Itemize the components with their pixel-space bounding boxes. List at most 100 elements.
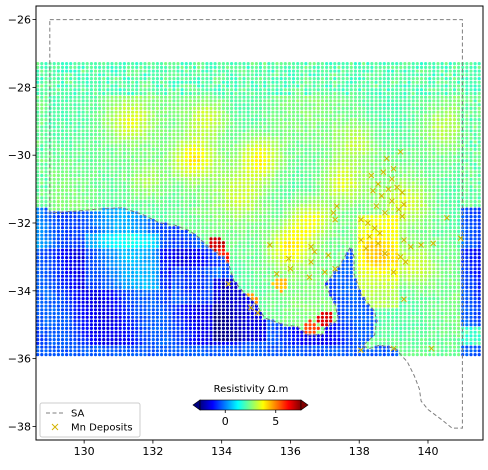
- resistivity-point: [164, 203, 168, 207]
- resistivity-point: [267, 207, 271, 211]
- resistivity-point: [184, 140, 188, 144]
- resistivity-point: [85, 185, 89, 189]
- resistivity-point: [296, 65, 300, 69]
- resistivity-point: [36, 144, 40, 148]
- resistivity-point: [192, 121, 197, 125]
- resistivity-point: [155, 73, 159, 77]
- resistivity-point: [56, 110, 61, 114]
- resistivity-point: [180, 229, 184, 234]
- resistivity-point: [238, 99, 242, 103]
- resistivity-point: [40, 196, 44, 200]
- resistivity-point: [341, 144, 345, 148]
- resistivity-point: [164, 99, 168, 103]
- resistivity-point: [85, 140, 89, 144]
- resistivity-point: [143, 103, 147, 107]
- resistivity-point: [44, 188, 48, 192]
- resistivity-point: [230, 222, 234, 226]
- resistivity-point: [448, 196, 452, 200]
- resistivity-point: [250, 106, 254, 110]
- resistivity-point: [370, 166, 374, 170]
- resistivity-point: [378, 207, 382, 211]
- resistivity-point: [296, 77, 300, 81]
- resistivity-point: [168, 125, 172, 129]
- resistivity-point: [337, 173, 341, 178]
- resistivity-point: [155, 192, 159, 196]
- resistivity-point: [147, 147, 151, 151]
- resistivity-point: [407, 103, 411, 107]
- resistivity-point: [246, 229, 250, 234]
- resistivity-point: [155, 181, 159, 185]
- resistivity-point: [366, 207, 370, 211]
- resistivity-point: [374, 211, 378, 215]
- resistivity-point: [40, 103, 44, 107]
- resistivity-point: [118, 73, 122, 77]
- resistivity-point: [283, 162, 287, 166]
- resistivity-point: [296, 62, 300, 66]
- resistivity-point: [52, 203, 56, 207]
- resistivity-point: [205, 140, 209, 144]
- resistivity-point: [263, 196, 267, 200]
- resistivity-point: [85, 151, 89, 155]
- resistivity-point: [341, 114, 345, 118]
- resistivity-point: [205, 77, 209, 81]
- resistivity-point: [201, 62, 205, 66]
- resistivity-point: [325, 185, 329, 189]
- resistivity-point: [110, 69, 114, 73]
- resistivity-point: [73, 159, 77, 163]
- resistivity-point: [139, 114, 143, 118]
- resistivity-point: [164, 196, 168, 200]
- resistivity-point: [242, 136, 246, 140]
- resistivity-point: [217, 151, 221, 155]
- resistivity-point: [77, 110, 81, 114]
- resistivity-point: [258, 121, 263, 125]
- resistivity-point: [155, 99, 159, 103]
- resistivity-point: [337, 185, 341, 189]
- resistivity-point: [452, 173, 457, 178]
- resistivity-point: [337, 177, 341, 181]
- resistivity-point: [77, 162, 81, 166]
- resistivity-point: [428, 106, 432, 110]
- resistivity-point: [201, 88, 205, 92]
- resistivity-point: [395, 65, 399, 69]
- resistivity-point: [382, 62, 386, 66]
- resistivity-point: [291, 136, 296, 140]
- resistivity-point: [263, 155, 267, 159]
- resistivity-point: [362, 144, 366, 148]
- resistivity-point: [77, 103, 81, 107]
- resistivity-point: [329, 215, 333, 219]
- resistivity-point: [366, 200, 370, 204]
- resistivity-point: [271, 132, 275, 137]
- resistivity-point: [126, 84, 131, 88]
- resistivity-point: [106, 147, 110, 151]
- resistivity-point: [40, 188, 44, 192]
- resistivity-point: [122, 103, 126, 107]
- resistivity-point: [246, 110, 250, 114]
- resistivity-point: [258, 77, 263, 81]
- resistivity-point: [374, 173, 378, 178]
- resistivity-point: [139, 95, 143, 99]
- resistivity-point: [65, 73, 69, 77]
- resistivity-point: [316, 222, 320, 226]
- resistivity-point: [250, 114, 254, 118]
- resistivity-point: [234, 77, 238, 81]
- resistivity-point: [213, 200, 217, 204]
- resistivity-point: [36, 103, 40, 107]
- resistivity-point: [448, 110, 452, 114]
- resistivity-point: [403, 185, 407, 189]
- resistivity-point: [151, 226, 155, 230]
- resistivity-point: [283, 215, 287, 219]
- resistivity-point: [250, 103, 254, 107]
- resistivity-point: [40, 229, 44, 234]
- resistivity-point: [110, 121, 114, 125]
- resistivity-point: [230, 196, 234, 200]
- resistivity-point: [358, 162, 362, 166]
- resistivity-point: [36, 151, 40, 155]
- resistivity-point: [60, 215, 65, 219]
- resistivity-point: [287, 62, 291, 66]
- resistivity-point: [77, 62, 81, 66]
- resistivity-point: [176, 218, 180, 222]
- resistivity-point: [192, 185, 197, 189]
- resistivity-point: [238, 132, 242, 137]
- resistivity-point: [44, 211, 48, 215]
- resistivity-point: [164, 136, 168, 140]
